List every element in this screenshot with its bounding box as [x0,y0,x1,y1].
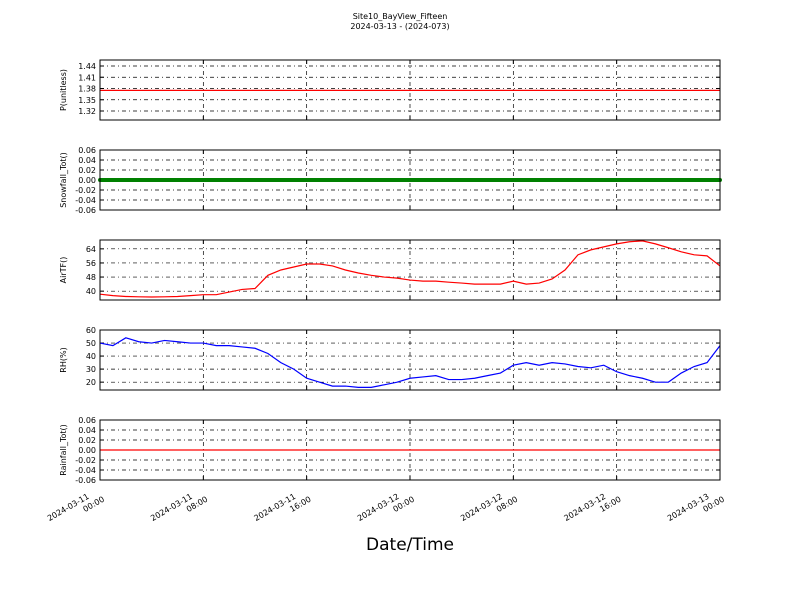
data-point [201,178,206,182]
y-tick-label: 1.38 [78,85,96,94]
data-point [408,178,412,182]
y-tick-label: 0.06 [78,146,96,155]
data-point [317,178,322,182]
data-point [304,178,309,182]
y-axis-label: AirTF() [59,257,68,284]
data-point [550,178,555,182]
data-point [433,178,438,182]
y-tick-label: 64 [86,245,96,254]
plot-frame [99,239,721,301]
data-point [485,178,490,182]
y-tick-label: 1.41 [78,73,96,82]
y-tick-label: -0.02 [75,186,96,195]
data-point [110,178,115,182]
data-point [601,178,606,182]
x-axis-label: Date/Time [366,535,454,555]
data-point [640,178,645,182]
y-tick-label: -0.06 [75,206,96,215]
y-tick-label: 0.02 [78,166,96,175]
y-tick-label: -0.06 [75,476,96,485]
chart-subtitle: 2024-03-13 - (2024-073) [350,22,449,31]
data-point [459,178,464,182]
data-point [369,178,374,182]
data-point [679,178,684,182]
x-tick-label: 2024-03-1108:00 [149,486,209,532]
data-point [382,178,387,182]
data-point [614,178,619,182]
y-tick-label: 40 [86,352,96,361]
y-tick-label: 60 [86,326,96,335]
x-tick-label: 2024-03-1300:00 [666,486,726,532]
data-point [653,178,658,182]
y-tick-label: 40 [86,287,96,296]
data-point [278,178,283,182]
y-axis-label: P(unitless) [59,69,68,111]
data-point [214,178,219,182]
y-axis-label: Rainfall_Tot() [59,424,68,476]
y-tick-label: 0.04 [78,426,96,435]
data-point [227,178,232,182]
y-tick-label: 1.32 [78,107,96,116]
data-point [188,178,193,182]
data-point [356,178,361,182]
data-point [524,178,529,182]
data-point [705,178,710,182]
y-tick-label: 20 [86,378,96,387]
data-point [291,178,296,182]
y-tick-label: 56 [86,259,96,268]
data-point [692,178,697,182]
data-point [240,178,245,182]
data-line [99,240,721,298]
y-tick-label: 0.06 [78,416,96,425]
y-tick-label: 1.44 [78,62,96,71]
y-tick-label: 30 [86,365,96,374]
data-point [420,178,425,182]
data-point [666,178,671,182]
data-point [395,178,400,182]
y-axis-label: RH(%) [59,347,68,372]
data-point [343,178,348,182]
y-axis-label: Snowfall_Tot() [59,152,68,208]
plot-frame [99,149,721,211]
y-tick-label: 0.04 [78,156,96,165]
data-point [575,178,580,182]
data-point [588,178,593,182]
data-point [162,178,167,182]
y-tick-label: 0.02 [78,436,96,445]
x-tick-label: 2024-03-1208:00 [459,486,519,532]
data-point [498,178,503,182]
data-point [253,178,257,182]
data-line [99,337,721,388]
y-tick-label: 0.00 [78,446,96,455]
data-point [563,178,567,182]
x-tick-label: 2024-03-1200:00 [356,486,416,532]
y-tick-label: 1.35 [78,96,96,105]
data-point [537,178,542,182]
data-point [123,178,128,182]
data-point [175,178,180,182]
y-tick-label: -0.04 [75,466,96,475]
plot-frame [99,419,721,481]
y-tick-label: 48 [86,273,96,282]
data-point [265,178,270,182]
x-tick-label: 2024-03-1216:00 [563,486,623,532]
data-point [136,178,141,182]
data-point [627,178,632,182]
y-tick-label: 0.00 [78,176,96,185]
chart-title: Site10_BayView_Fifteen [353,12,448,21]
y-tick-label: -0.04 [75,196,96,205]
data-point [472,178,477,182]
data-point [511,178,516,182]
x-tick-label: 2024-03-1100:00 [46,486,106,532]
x-tick-label: 2024-03-1116:00 [253,486,313,532]
plot-frame [99,329,721,391]
plot-frame [99,59,721,121]
data-point [149,178,154,182]
data-point [446,178,451,182]
data-point [330,178,335,182]
y-tick-label: -0.02 [75,456,96,465]
y-tick-label: 50 [86,339,96,348]
